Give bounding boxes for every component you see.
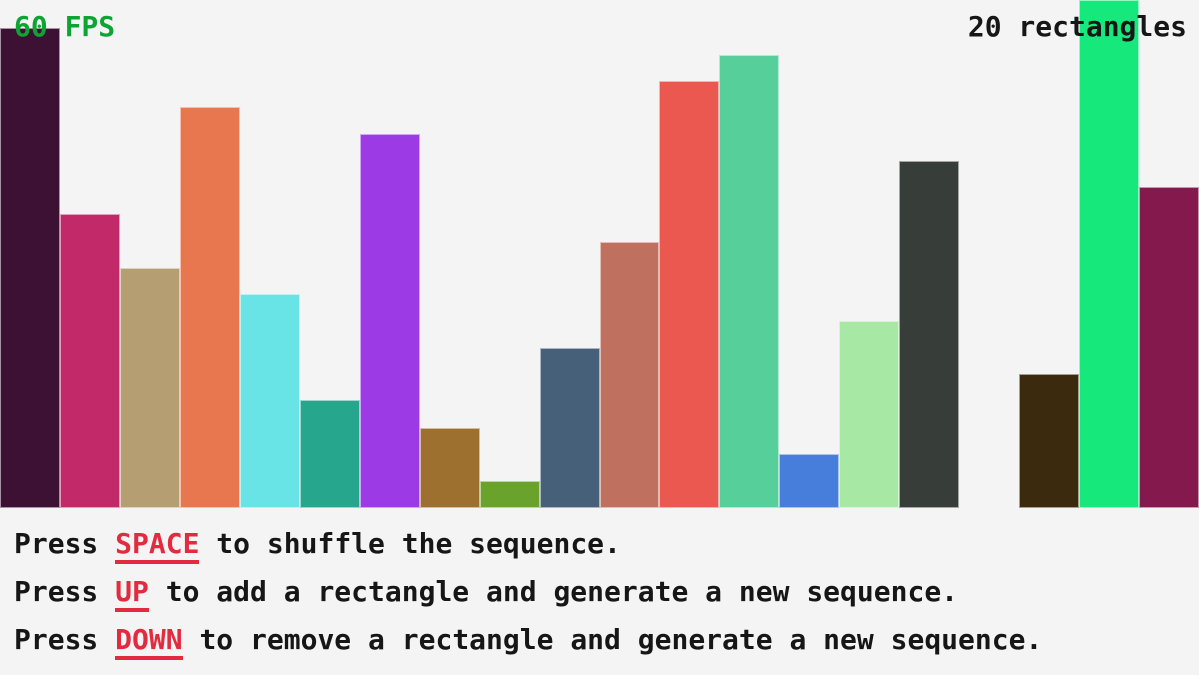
key-hint-down: DOWN: [115, 625, 183, 660]
instruction-prefix: Press: [14, 527, 116, 560]
rectangle-bar: [839, 321, 899, 508]
rectangle-bar: [60, 214, 120, 508]
rectangle-count: 20 rectangles: [967, 10, 1187, 43]
instruction-line-shuffle: Press SPACE to shuffle the sequence.: [14, 529, 621, 564]
rectangle-bar: [899, 161, 959, 508]
rectangle-bar: [480, 481, 540, 508]
rectangle-bar: [600, 242, 659, 508]
instruction-prefix: Press: [14, 575, 116, 608]
key-hint-space: SPACE: [115, 529, 200, 564]
instruction-prefix: Press: [14, 623, 116, 656]
rectangle-bar: [360, 134, 420, 508]
rectangle-bar: [1139, 187, 1199, 508]
fps-counter: 60 FPS: [14, 10, 116, 43]
instruction-suffix: to shuffle the sequence.: [199, 527, 621, 560]
rectangle-bar: [120, 268, 180, 508]
instruction-line-remove: Press DOWN to remove a rectangle and gen…: [14, 625, 1042, 660]
rectangle-bar: [1079, 0, 1139, 508]
rectangle-bar: [180, 107, 240, 508]
rectangle-bar: [1019, 374, 1079, 508]
instruction-suffix: to remove a rectangle and generate a new…: [182, 623, 1043, 656]
rectangle-bar: [0, 28, 60, 508]
rectangle-bar: [300, 400, 360, 508]
rectangle-bar: [420, 428, 480, 508]
rectangle-bar: [540, 348, 600, 508]
rectangle-bar: [779, 454, 839, 508]
rectangle-bar: [240, 294, 300, 508]
key-hint-up: UP: [115, 577, 149, 612]
rectangle-bar: [719, 55, 779, 508]
rectangle-bar: [659, 81, 719, 508]
instruction-suffix: to add a rectangle and generate a new se…: [148, 575, 959, 608]
instruction-line-add: Press UP to add a rectangle and generate…: [14, 577, 958, 612]
